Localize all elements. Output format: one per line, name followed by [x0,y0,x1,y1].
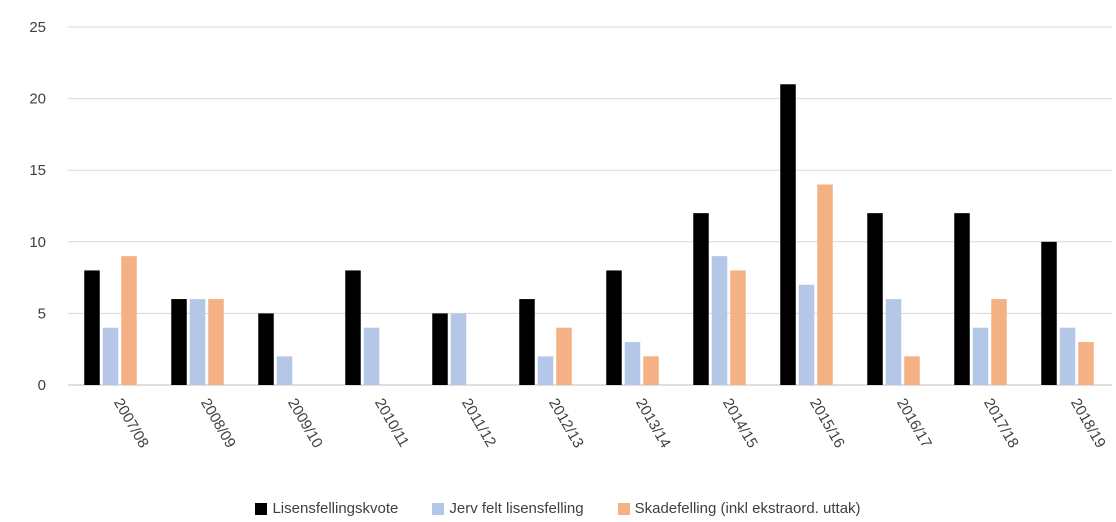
legend-swatch [617,502,630,515]
bar-skadefelling-inkl-ekstraord-uttak-2017-18 [991,299,1007,385]
y-tick-label: 25 [29,19,46,36]
bar-lisensfellingskvote-2014-15 [693,213,709,385]
bar-jerv-felt-lisensfelling-2009-10 [276,356,293,385]
legend-item-skadefelling: Skadefelling (inkl ekstraord. uttak) [617,500,861,517]
x-axis-tick-labels: 2007/08 2008/09 2009/10 2010/11 2011/12 2012/… [110,396,1109,451]
bar-skadefelling-inkl-ekstraord-uttak-2012-13 [556,327,572,385]
bar-lisensfellingskvote-2011-12 [432,313,448,385]
bar-skadefelling-inkl-ekstraord-uttak-2018-19 [1078,342,1094,385]
bar-lisensfellingskvote-2010-11 [345,270,361,385]
bar-lisensfellingskvote-2016-17 [867,213,883,385]
legend: Lisensfellingskvote Jerv felt lisensfell… [0,500,1116,517]
x-tick-label: 2014/15 [719,396,761,451]
bar-lisensfellingskvote-2013-14 [606,270,622,385]
bar-jerv-felt-lisensfelling-2008-09 [189,299,206,385]
legend-label: Lisensfellingskvote [272,500,399,517]
x-tick-label: 2011/12 [458,396,499,450]
bar-skadefelling-inkl-ekstraord-uttak-2014-15 [730,270,746,385]
legend-item-lisensfellingskvote: Lisensfellingskvote [255,500,398,517]
legend-label: Skadefelling (inkl ekstraord. uttak) [634,500,861,517]
x-tick-label: 2017/18 [980,396,1022,451]
x-tick-label: 2016/17 [893,396,935,451]
legend-label: Jerv felt lisensfelling [449,500,584,517]
bar-lisensfellingskvote-2012-13 [519,299,535,385]
bar-jerv-felt-lisensfelling-2016-17 [885,299,902,385]
y-tick-label: 15 [29,162,46,179]
bar-skadefelling-inkl-ekstraord-uttak-2007-08 [121,256,137,385]
bar-skadefelling-inkl-ekstraord-uttak-2016-17 [904,356,920,385]
bar-lisensfellingskvote-2008-09 [171,299,187,385]
bar-lisensfellingskvote-2015-16 [780,84,796,385]
bar-lisensfellingskvote-2017-18 [954,213,970,385]
x-tick-label: 2012/13 [545,396,587,451]
x-tick-label: 2013/14 [632,396,674,451]
y-axis-tick-labels: 0 5 10 15 20 25 [29,19,46,394]
gridlines [68,26,1112,386]
y-tick-label: 0 [38,377,46,394]
bar-lisensfellingskvote-2009-10 [258,313,274,385]
bar-jerv-felt-lisensfelling-2012-13 [537,356,554,385]
x-tick-label: 2015/16 [806,396,848,451]
y-tick-label: 20 [29,91,46,108]
bars [84,84,1094,385]
bar-jerv-felt-lisensfelling-2010-11 [363,327,380,385]
bar-skadefelling-inkl-ekstraord-uttak-2015-16 [817,184,833,385]
y-tick-label: 10 [29,234,46,251]
bar-lisensfellingskvote-2018-19 [1041,241,1057,385]
bar-skadefelling-inkl-ekstraord-uttak-2008-09 [208,299,224,385]
bar-skadefelling-inkl-ekstraord-uttak-2013-14 [643,356,659,385]
legend-item-jerv-felt-lisensfelling: Jerv felt lisensfelling [432,500,584,517]
bar-jerv-felt-lisensfelling-2011-12 [450,313,467,385]
bar-jerv-felt-lisensfelling-2014-15 [711,256,728,385]
x-tick-label: 2009/10 [284,396,326,451]
bar-jerv-felt-lisensfelling-2013-14 [624,342,641,385]
bar-jerv-felt-lisensfelling-2015-16 [798,284,815,385]
bar-jerv-felt-lisensfelling-2017-18 [972,327,989,385]
bar-jerv-felt-lisensfelling-2007-08 [102,327,119,385]
x-tick-label: 2018/19 [1067,396,1109,451]
y-tick-label: 5 [38,305,46,322]
x-tick-label: 2007/08 [110,396,152,451]
legend-swatch [432,502,445,515]
bar-jerv-felt-lisensfelling-2018-19 [1059,327,1076,385]
legend-swatch [255,502,268,515]
x-tick-label: 2010/11 [371,396,412,450]
bar-lisensfellingskvote-2007-08 [84,270,100,385]
x-tick-label: 2008/09 [197,396,239,451]
